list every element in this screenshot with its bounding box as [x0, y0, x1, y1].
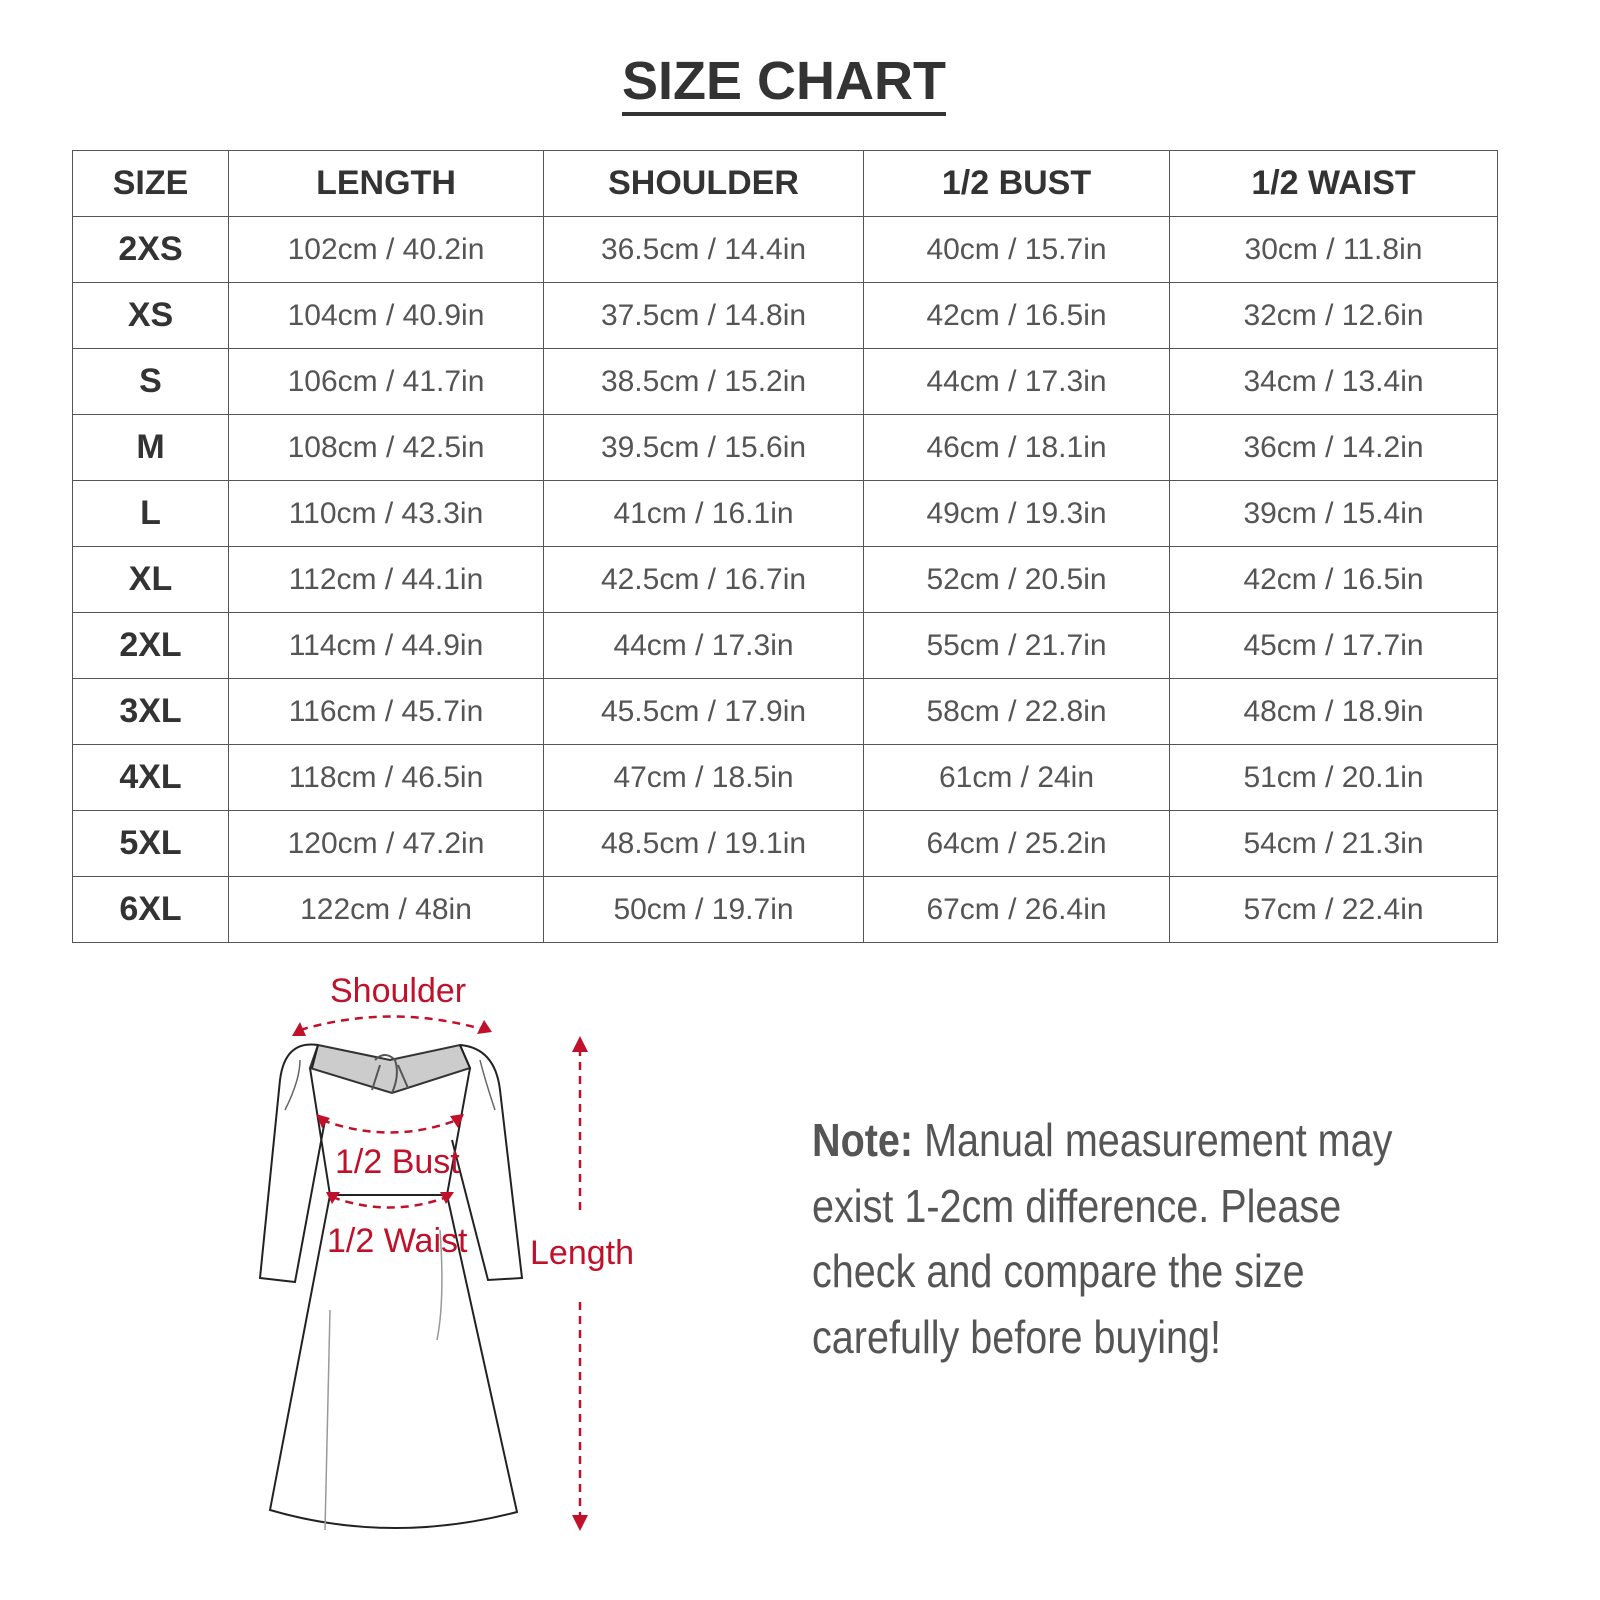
measurement-cell: 42cm / 16.5in: [1169, 546, 1498, 613]
column-header: SIZE: [72, 150, 229, 217]
measurement-cell: 44cm / 17.3in: [863, 348, 1170, 415]
table-row: S 106cm / 41.7in 38.5cm / 15.2in 44cm / 17.…: [72, 348, 1498, 415]
table-row: 6XL 122cm / 48in 50cm / 19.7in 67cm / 26.4i…: [72, 876, 1498, 943]
measurement-cell: 112cm / 44.1in: [228, 546, 544, 613]
size-cell: 2XL: [72, 612, 229, 679]
measurement-cell: 58cm / 22.8in: [863, 678, 1170, 745]
table-row: 4XL 118cm / 46.5in 47cm / 18.5in 61cm / 24i…: [72, 744, 1498, 811]
measurement-cell: 45.5cm / 17.9in: [543, 678, 864, 745]
measurement-cell: 52cm / 20.5in: [863, 546, 1170, 613]
measurement-cell: 51cm / 20.1in: [1169, 744, 1498, 811]
size-table: SIZE LENGTH SHOULDER 1/2 BUST 1/2 WAIST 2XS 1…: [72, 150, 1498, 943]
measurement-cell: 32cm / 12.6in: [1169, 282, 1498, 349]
measurement-cell: 118cm / 46.5in: [228, 744, 544, 811]
shoulder-label: Shoulder: [330, 972, 466, 1010]
measurement-cell: 116cm / 45.7in: [228, 678, 544, 745]
length-label: Length: [530, 1234, 634, 1272]
measurement-cell: 38.5cm / 15.2in: [543, 348, 864, 415]
measurement-cell: 40cm / 15.7in: [863, 216, 1170, 283]
measurement-cell: 39.5cm / 15.6in: [543, 414, 864, 481]
size-cell: 5XL: [72, 810, 229, 877]
measurement-cell: 49cm / 19.3in: [863, 480, 1170, 547]
table-row: 5XL 120cm / 47.2in 48.5cm / 19.1in 64cm / 2…: [72, 810, 1498, 877]
measurement-cell: 61cm / 24in: [863, 744, 1170, 811]
measurement-cell: 54cm / 21.3in: [1169, 810, 1498, 877]
measurement-cell: 114cm / 44.9in: [228, 612, 544, 679]
measurement-cell: 39cm / 15.4in: [1169, 480, 1498, 547]
measurement-arrows: [299, 1015, 582, 1518]
arrowheads: [292, 1020, 588, 1531]
size-cell: M: [72, 414, 229, 481]
measurement-cell: 48cm / 18.9in: [1169, 678, 1498, 745]
measurement-cell: 122cm / 48in: [228, 876, 544, 943]
table-row: 3XL 116cm / 45.7in 45.5cm / 17.9in 58cm / 2…: [72, 678, 1498, 745]
measurement-cell: 64cm / 25.2in: [863, 810, 1170, 877]
measurement-cell: 108cm / 42.5in: [228, 414, 544, 481]
waist-arrow: [331, 1195, 448, 1209]
measurement-cell: 36cm / 14.2in: [1169, 414, 1498, 481]
measurement-cell: 42.5cm / 16.7in: [543, 546, 864, 613]
column-header: SHOULDER: [543, 150, 864, 217]
measurement-cell: 42cm / 16.5in: [863, 282, 1170, 349]
measurement-cell: 57cm / 22.4in: [1169, 876, 1498, 943]
measurement-cell: 48.5cm / 19.1in: [543, 810, 864, 877]
note-body: Manual measurement may exist 1-2cm diffe…: [812, 1114, 1393, 1363]
waist-label: 1/2 Waist: [327, 1222, 468, 1260]
shoulder-arrow: [299, 1015, 486, 1032]
measurement-cell: 110cm / 43.3in: [228, 480, 544, 547]
table-row: M 108cm / 42.5in 39.5cm / 15.6in 46cm / 18.…: [72, 414, 1498, 481]
table-header-row: SIZE LENGTH SHOULDER 1/2 BUST 1/2 WAIST: [72, 150, 1498, 217]
size-cell: XL: [72, 546, 229, 613]
measurement-cell: 106cm / 41.7in: [228, 348, 544, 415]
table-row: XS 104cm / 40.9in 37.5cm / 14.8in 42cm / 16…: [72, 282, 1498, 349]
size-cell: XS: [72, 282, 229, 349]
bust-arrow: [321, 1118, 458, 1134]
measurement-cell: 67cm / 26.4in: [863, 876, 1170, 943]
bust-label: 1/2 Bust: [335, 1143, 460, 1181]
note-text: Note: Manual measurement may exist 1-2cm…: [812, 1108, 1431, 1370]
note-label: Note:: [812, 1114, 914, 1166]
measurement-cell: 102cm / 40.2in: [228, 216, 544, 283]
size-cell: 4XL: [72, 744, 229, 811]
measurement-cell: 37.5cm / 14.8in: [543, 282, 864, 349]
measurement-cell: 104cm / 40.9in: [228, 282, 544, 349]
measurement-cell: 120cm / 47.2in: [228, 810, 544, 877]
table-row: XL 112cm / 44.1in 42.5cm / 16.7in 52cm / 20…: [72, 546, 1498, 613]
size-cell: L: [72, 480, 229, 547]
size-cell: S: [72, 348, 229, 415]
measurement-cell: 50cm / 19.7in: [543, 876, 864, 943]
measurement-cell: 46cm / 18.1in: [863, 414, 1170, 481]
measurement-cell: 36.5cm / 14.4in: [543, 216, 864, 283]
size-cell: 3XL: [72, 678, 229, 745]
dress-outline: [258, 1043, 524, 1531]
title-text: SIZE CHART: [622, 50, 946, 116]
table-row: 2XS 102cm / 40.2in 36.5cm / 14.4in 40cm / 1…: [72, 216, 1498, 283]
table-row: L 110cm / 43.3in 41cm / 16.1in 49cm / 19.3i…: [72, 480, 1498, 547]
measurement-cell: 47cm / 18.5in: [543, 744, 864, 811]
page-title: SIZE CHART: [0, 50, 1568, 116]
